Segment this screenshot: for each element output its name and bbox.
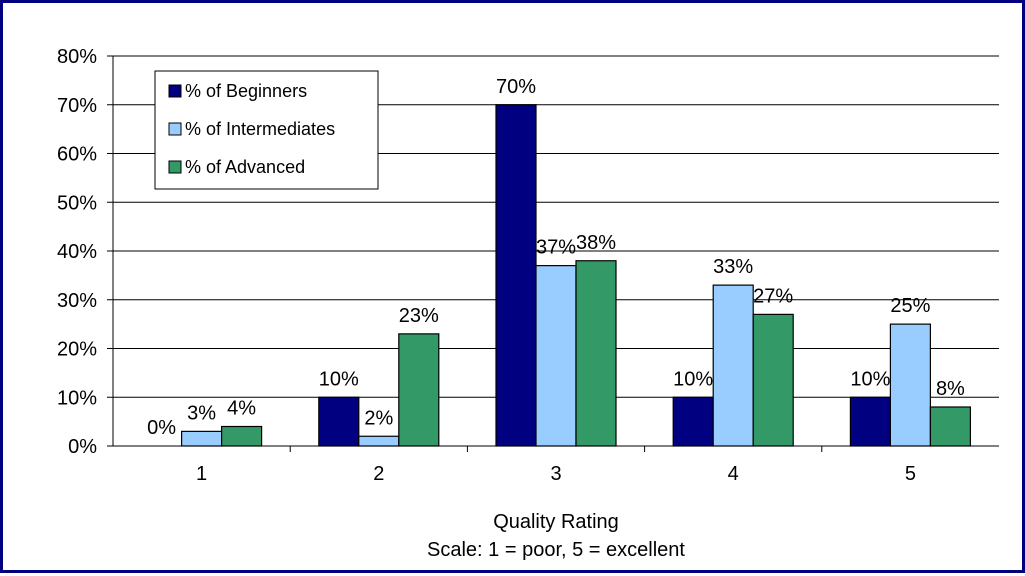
bar-3-2 bbox=[398, 333, 440, 447]
y-tick-label: 30% bbox=[57, 290, 97, 312]
y-tick-label: 40% bbox=[57, 241, 97, 263]
y-tick-label: 60% bbox=[57, 144, 97, 166]
data-label: 3% bbox=[187, 402, 216, 424]
bar-3-4 bbox=[752, 313, 794, 447]
bar-1-5 bbox=[849, 396, 892, 447]
data-label: 23% bbox=[399, 305, 439, 327]
data-label: 27% bbox=[753, 285, 793, 307]
data-label: 0% bbox=[147, 417, 176, 439]
x-tick-label: 3 bbox=[550, 463, 561, 485]
y-tick-label: 50% bbox=[57, 192, 97, 214]
bars bbox=[181, 104, 972, 447]
x-tick-label: 4 bbox=[728, 463, 739, 485]
data-labels: 0%3% 4%10%2%23%70%37% 38%10%33%27%10%25%8% bbox=[147, 76, 965, 439]
bar-1-4 bbox=[672, 396, 714, 447]
data-label: 70% bbox=[496, 76, 536, 98]
y-tick-label: 70% bbox=[57, 95, 97, 117]
data-label: 8% bbox=[936, 378, 965, 400]
bar-3-3 bbox=[575, 260, 617, 447]
y-tick-label: 10% bbox=[57, 387, 97, 409]
legend: % of Beginners % of Intermediates % of Adv… bbox=[154, 70, 379, 190]
data-label: 10% bbox=[673, 368, 713, 390]
bar-chart: 0% 10% 20% 30% 40% 50% 60% 70% 80% 1 2 3 4 5 0% 3% 4% 10… bbox=[57, 46, 999, 561]
bar-2-5 bbox=[889, 323, 932, 447]
legend-label: % of Intermediates bbox=[185, 119, 335, 139]
data-label: 4% bbox=[227, 398, 256, 420]
data-label: 10% bbox=[319, 368, 359, 390]
legend-swatch bbox=[168, 160, 182, 174]
data-label: 25% bbox=[890, 295, 930, 317]
data-label: 2% bbox=[364, 407, 393, 429]
bar-3-5 bbox=[929, 406, 972, 447]
bar-2-1 bbox=[181, 430, 223, 447]
legend-swatch bbox=[168, 122, 182, 136]
legend-swatch bbox=[168, 84, 182, 98]
x-axis-title: Quality Rating bbox=[493, 511, 619, 533]
y-tick-label: 20% bbox=[57, 339, 97, 361]
bar-1-3 bbox=[495, 104, 537, 447]
data-label: 33% bbox=[713, 256, 753, 278]
x-tick-label: 5 bbox=[905, 463, 916, 485]
bar-2-4 bbox=[712, 284, 754, 447]
y-tick-label: 80% bbox=[57, 46, 97, 68]
x-tick-label: 1 bbox=[196, 463, 207, 485]
data-label: 38% bbox=[576, 232, 616, 254]
bar-2-3 bbox=[535, 265, 577, 447]
legend-label: % of Beginners bbox=[185, 81, 307, 101]
x-axis-subtitle: Scale: 1 = poor, 5 = excellent bbox=[427, 539, 685, 561]
x-tick-label: 2 bbox=[373, 463, 384, 485]
bar-3-1 bbox=[221, 425, 263, 447]
legend-label: % of Advanced bbox=[185, 157, 305, 177]
y-tick-label: 0% bbox=[68, 436, 97, 458]
data-label: 10% bbox=[850, 368, 890, 390]
legend-box bbox=[154, 70, 379, 190]
bar-1-2 bbox=[318, 396, 360, 447]
axes: 0% 10% 20% 30% 40% 50% 60% 70% 80% 1 2 3 4 5 bbox=[57, 46, 999, 485]
data-label: 37% bbox=[536, 237, 576, 259]
bar-2-2 bbox=[358, 435, 400, 447]
